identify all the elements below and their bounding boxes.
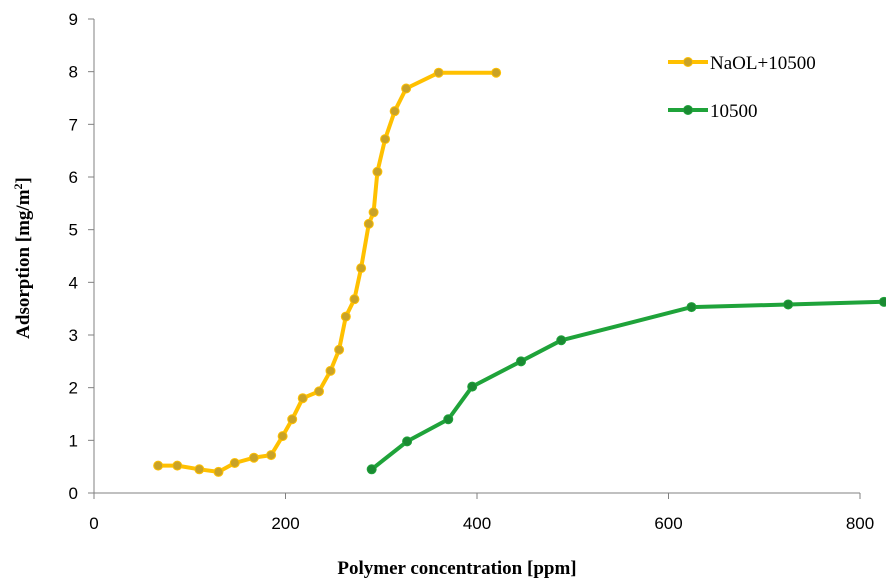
data-point-naol-10500: [349, 294, 360, 305]
y-tick-label: 6: [69, 168, 78, 187]
data-point-naol-10500: [491, 67, 502, 78]
data-point-naol-10500: [229, 457, 240, 468]
series-naol-10500: [153, 67, 502, 477]
x-axis-ticks: 0 200 400 600 800: [89, 493, 874, 533]
y-axis-title-main: Adsorption [mg/m: [13, 189, 34, 339]
y-tick-label: 3: [69, 326, 78, 345]
legend-label-naol-10500: NaOL+10500: [710, 53, 816, 74]
data-point-10500: [467, 381, 478, 392]
data-point-naol-10500: [368, 207, 379, 218]
series-line-naol-10500: [158, 70, 497, 474]
data-point-naol-10500: [334, 344, 345, 355]
plot-area: [153, 67, 886, 477]
legend-label-10500: 10500: [710, 101, 758, 122]
legend-item-naol-10500: NaOL+10500: [668, 53, 816, 74]
y-tick-label: 9: [69, 10, 78, 29]
data-point-naol-10500: [363, 218, 374, 229]
data-point-naol-10500: [277, 431, 288, 442]
x-tick-label: 200: [271, 514, 299, 533]
data-point-naol-10500: [297, 393, 308, 404]
data-point-naol-10500: [380, 134, 391, 145]
data-point-naol-10500: [314, 386, 325, 397]
y-axis-title-superscript: 2: [11, 183, 25, 189]
data-point-naol-10500: [433, 67, 444, 78]
data-point-naol-10500: [401, 83, 412, 94]
legend-marker-naol-10500: [683, 57, 693, 67]
data-point-naol-10500: [213, 466, 224, 477]
data-point-naol-10500: [266, 450, 277, 461]
y-tick-label: 0: [69, 484, 78, 503]
data-point-10500: [783, 299, 794, 310]
data-point-10500: [556, 335, 567, 346]
y-tick-label: 7: [69, 115, 78, 134]
data-point-naol-10500: [389, 106, 400, 117]
series-10500: [366, 296, 886, 475]
data-point-naol-10500: [340, 311, 351, 322]
y-tick-label: 4: [69, 273, 78, 292]
data-point-10500: [878, 296, 886, 307]
data-point-10500: [443, 414, 454, 425]
data-point-10500: [366, 464, 377, 475]
y-axis-title-tail: ]: [13, 177, 34, 183]
legend: NaOL+10500 10500: [668, 53, 816, 122]
legend-item-10500: 10500: [668, 101, 758, 122]
y-tick-label: 5: [69, 221, 78, 240]
data-point-naol-10500: [356, 263, 367, 274]
data-point-naol-10500: [172, 460, 183, 471]
y-axis-title: Adsorption [mg/m2]: [11, 177, 34, 339]
y-tick-label: 1: [69, 431, 78, 450]
y-tick-label: 2: [69, 379, 78, 398]
legend-marker-10500: [683, 105, 693, 115]
data-point-naol-10500: [194, 464, 205, 475]
data-point-10500: [686, 302, 697, 313]
x-axis-title: Polymer concentration [ppm]: [337, 558, 576, 579]
series-line-10500: [370, 299, 884, 471]
data-point-naol-10500: [153, 460, 164, 471]
y-axis-ticks: 0 1 2 3 4 5 6 7 8 9: [69, 10, 94, 503]
x-tick-label: 0: [89, 514, 98, 533]
data-point-naol-10500: [325, 365, 336, 376]
data-point-naol-10500: [372, 166, 383, 177]
axes: 0 1 2 3 4 5 6 7 8 9 0 200 400 600 800: [69, 10, 875, 533]
data-point-naol-10500: [248, 452, 259, 463]
x-tick-label: 600: [654, 514, 682, 533]
x-tick-label: 800: [846, 514, 874, 533]
data-point-10500: [402, 436, 413, 447]
y-tick-label: 8: [69, 63, 78, 82]
data-point-10500: [516, 356, 527, 367]
data-point-naol-10500: [287, 414, 298, 425]
x-tick-label: 400: [463, 514, 491, 533]
